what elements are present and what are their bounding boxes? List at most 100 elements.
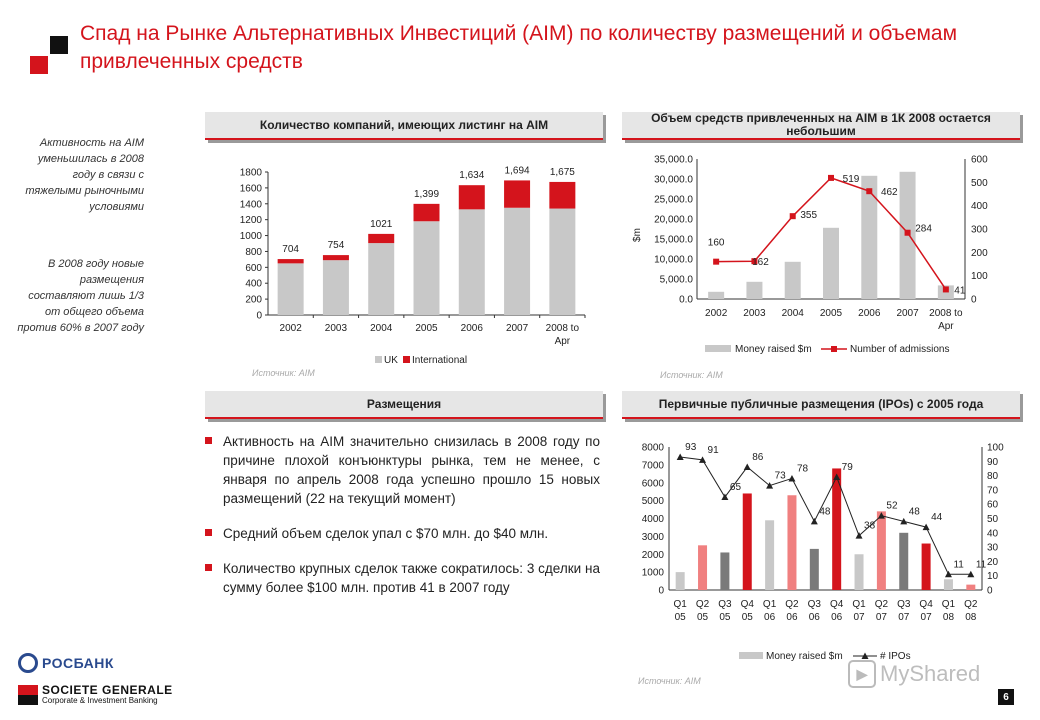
y-tick-label: 1800 (240, 168, 263, 179)
line-data-label: 86 (752, 452, 764, 463)
bar-international (368, 233, 395, 244)
y-tick-label: 1400 (240, 199, 263, 210)
y-right-tick-label: 600 (971, 155, 988, 166)
line-data-label: 519 (843, 174, 860, 185)
listings-stacked-bar-chart: 0 200 400 600 800 1000 1200 1400 1600 1800 704 2002… (240, 165, 586, 366)
bullet-activity: Активность на AIM значительно снизилась … (205, 432, 600, 508)
line-marker (866, 188, 873, 195)
y-left-tick-label: 4000 (642, 514, 665, 525)
bar-money-raised (698, 545, 708, 590)
y-right-tick-label: 300 (971, 225, 988, 236)
x-tick-label: 2007 (506, 323, 529, 334)
bar-uk (322, 260, 349, 315)
legend-label: # IPOs (880, 651, 911, 662)
line-marker (743, 463, 751, 471)
section-header-ipos: Первичные публичные размещения (IPOs) с … (622, 391, 1020, 419)
bullet-square-icon (205, 529, 212, 536)
line-ipos (680, 456, 971, 575)
placements-bullet-list: Активность на AIM значительно снизилась … (205, 432, 600, 613)
y-tick-label: 1000 (240, 231, 263, 242)
x-tick-label: 2006 (461, 323, 484, 334)
x-tick-label: Apr (555, 336, 571, 347)
x-tick-label: 2004 (370, 323, 393, 334)
line-marker (810, 517, 818, 525)
bar-money-raised (854, 554, 864, 590)
legend-label: Money raised $m (735, 344, 812, 355)
x-tick-label: 2008 to (929, 308, 963, 319)
bar-money-raised (943, 579, 953, 590)
side-note-share: В 2008 году новые размещения составляют … (17, 258, 144, 334)
x-tick-label: 06 (786, 612, 798, 623)
bar-money-raised (876, 511, 886, 590)
brand-squares-logo (30, 36, 70, 76)
y-left-tick-label: 25,000.0 (654, 195, 693, 206)
line-marker (699, 456, 707, 463)
line-data-label: 38 (864, 521, 876, 532)
bar-international (458, 185, 485, 210)
y-tick-label: 400 (245, 279, 262, 290)
line-marker (828, 174, 834, 181)
line-data-label: 44 (931, 512, 943, 523)
y-left-tick-label: 1000 (642, 568, 665, 579)
y-left-tick-label: 0.0 (679, 295, 693, 306)
line-data-label: 52 (886, 501, 898, 512)
total-data-label: 1,694 (505, 165, 530, 176)
y-left-tick-label: 30,000.0 (654, 175, 693, 186)
bullet-deal-size: Средний объем сделок упал с $70 млн. до … (205, 524, 600, 543)
x-tick-label: Apr (938, 321, 954, 332)
legend-swatch-bar (739, 652, 763, 659)
line-marker (766, 482, 774, 489)
bar-uk (413, 221, 440, 315)
line-data-label: 73 (775, 471, 787, 482)
total-data-label: 1,634 (459, 170, 484, 181)
y-right-tick-label: 30 (987, 543, 999, 554)
y-left-tick-label: 20,000.0 (654, 215, 693, 226)
x-tick-label: 07 (853, 612, 865, 623)
y-left-tick-label: 2000 (642, 550, 665, 561)
bar-international (504, 180, 531, 208)
line-marker (877, 512, 885, 519)
legend-label: Number of admissions (850, 344, 949, 355)
x-tick-label: 05 (742, 612, 754, 623)
y-right-tick-label: 10 (987, 571, 999, 582)
page-number: 6 (998, 689, 1014, 705)
line-marker (967, 570, 975, 578)
bar-international (322, 255, 349, 261)
y-tick-label: 600 (245, 263, 262, 274)
bullet-square-icon (205, 564, 212, 571)
bar-uk (458, 209, 485, 315)
y-right-tick-label: 500 (971, 178, 988, 189)
bar-money-raised (809, 548, 819, 590)
y-tick-label: 800 (245, 247, 262, 258)
y-right-tick-label: 90 (987, 457, 999, 468)
legend-label: International (412, 355, 467, 366)
rosbank-ring-icon (18, 653, 38, 673)
y-right-tick-label: 0 (987, 586, 993, 597)
x-tick-label: Q2 (785, 599, 799, 610)
y-tick-label: 0 (256, 311, 262, 322)
line-marker (788, 474, 796, 482)
bar-money-raised (899, 532, 909, 590)
x-tick-label: 2004 (782, 308, 805, 319)
legend-label: Money raised $m (766, 651, 843, 662)
y-left-tick-label: 10,000.0 (654, 255, 693, 266)
y-right-tick-label: 400 (971, 201, 988, 212)
x-tick-label: 2006 (858, 308, 881, 319)
x-tick-label: 06 (809, 612, 821, 623)
y-left-tick-label: 35,000.0 (654, 155, 693, 166)
bar-international (549, 181, 576, 209)
section-header-money-raised: Объем средств привлеченных на AIM в 1К 2… (622, 112, 1020, 140)
source-note-money: Источник: AIM (660, 370, 723, 380)
bar-money-raised (746, 281, 763, 299)
bar-money-raised (823, 227, 839, 299)
x-tick-label: Q1 (852, 599, 866, 610)
line-data-label: 11 (976, 559, 987, 570)
y-right-tick-label: 200 (971, 248, 988, 259)
y-right-tick-label: 60 (987, 500, 999, 511)
y-tick-label: 200 (245, 295, 262, 306)
bar-money-raised (921, 543, 931, 590)
source-note-ipos: Источник: AIM (638, 676, 701, 686)
x-tick-label: 06 (831, 612, 843, 623)
y-right-tick-label: 80 (987, 471, 999, 482)
x-tick-label: 2005 (415, 323, 438, 334)
